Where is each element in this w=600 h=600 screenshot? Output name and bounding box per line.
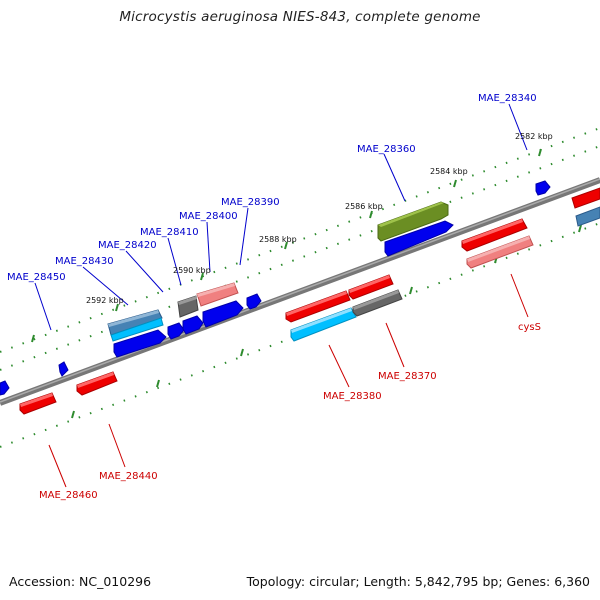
gene-small-blue-1[interactable] (246, 293, 262, 310)
gene-mae-28440[interactable] (76, 371, 118, 396)
topology-summary: Topology: circular; Length: 5,842,795 bp… (246, 574, 590, 589)
gene-mae-28420[interactable] (113, 329, 167, 358)
gene-mae-28390b[interactable] (202, 300, 244, 328)
gene-mae-28360[interactable] (377, 201, 449, 242)
scale-label: 2584 kbp (430, 167, 468, 176)
gene-mae-28390[interactable] (196, 282, 239, 307)
gene-label[interactable]: MAE_28420 (98, 240, 157, 251)
gene-upper-right-1[interactable] (571, 187, 600, 209)
gene-mae-28460[interactable] (19, 392, 57, 415)
scale-label: 2582 kbp (515, 132, 553, 141)
gene-upper-right-2[interactable] (575, 206, 600, 227)
accession-text: Accession: NC_010296 (9, 574, 152, 589)
gene-mae-28410[interactable] (167, 322, 185, 340)
gene-label[interactable]: MAE_28410 (140, 227, 199, 238)
gene-label[interactable]: MAE_28360 (357, 144, 416, 155)
gene-label[interactable]: MAE_28370 (378, 371, 437, 382)
lower-leader-lines (48, 273, 529, 488)
gene-label[interactable]: MAE_28380 (323, 391, 382, 402)
gene-label[interactable]: MAE_28440 (99, 471, 158, 482)
gene-mae-28370[interactable] (348, 274, 403, 317)
gene-mae-28400[interactable] (177, 295, 199, 318)
gene-label[interactable]: MAE_28430 (55, 256, 114, 267)
gene-mae-28340[interactable] (535, 180, 551, 196)
scale-label: 2592 kbp (86, 296, 124, 305)
map-title: Microcystis aeruginosa NIES-843, complet… (119, 9, 481, 25)
gene-label[interactable]: MAE_28390 (221, 197, 280, 208)
scale-label: 2590 kbp (173, 266, 211, 275)
upper-leader-lines (34, 103, 528, 331)
gene-label[interactable]: MAE_28450 (7, 272, 66, 283)
gene-mae-28350[interactable] (384, 220, 454, 257)
scale-label: 2586 kbp (345, 202, 383, 211)
gene-label[interactable]: MAE_28460 (39, 490, 98, 501)
gene-mae-28380[interactable] (285, 290, 357, 342)
gene-label[interactable]: cysS (518, 322, 541, 333)
gene-mae-28400b[interactable] (182, 315, 204, 335)
gene-left-edge[interactable] (0, 380, 10, 396)
gene-mae-28450[interactable] (58, 361, 69, 377)
genome-backbone (0, 177, 600, 406)
gene-mae-28430[interactable] (107, 309, 164, 342)
scale-label: 2588 kbp (259, 235, 297, 244)
gene-cyss[interactable] (461, 218, 534, 269)
gene-label[interactable]: MAE_28340 (478, 93, 537, 104)
gene-label[interactable]: MAE_28400 (179, 211, 238, 222)
